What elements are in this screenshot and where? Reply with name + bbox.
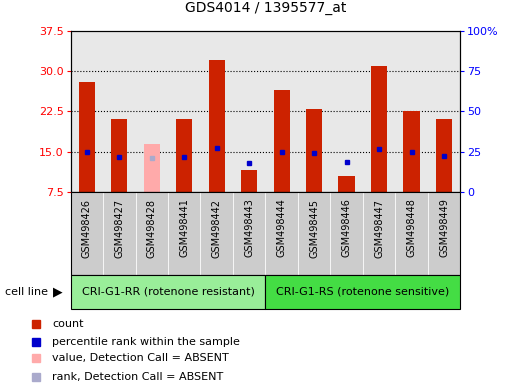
Bar	[168, 192, 200, 275]
Text: GSM498447: GSM498447	[374, 199, 384, 258]
Bar	[266, 192, 298, 275]
Text: percentile rank within the sample: percentile rank within the sample	[52, 337, 240, 347]
Text: GSM498428: GSM498428	[147, 199, 157, 258]
Bar	[233, 192, 266, 275]
Text: GSM498449: GSM498449	[439, 199, 449, 258]
Text: GDS4014 / 1395577_at: GDS4014 / 1395577_at	[185, 2, 346, 15]
Bar	[103, 192, 135, 275]
Bar	[331, 192, 363, 275]
Text: GSM498441: GSM498441	[179, 199, 189, 258]
Bar	[403, 111, 419, 192]
Text: cell line: cell line	[5, 287, 48, 297]
Text: GSM498446: GSM498446	[342, 199, 351, 258]
Text: rank, Detection Call = ABSENT: rank, Detection Call = ABSENT	[52, 372, 223, 382]
Text: count: count	[52, 319, 84, 329]
Text: GSM498442: GSM498442	[212, 199, 222, 258]
Text: GSM498444: GSM498444	[277, 199, 287, 258]
Bar	[241, 170, 257, 192]
Text: CRI-G1-RR (rotenone resistant): CRI-G1-RR (rotenone resistant)	[82, 287, 255, 297]
Bar	[71, 192, 103, 275]
Bar	[395, 192, 428, 275]
Bar	[306, 109, 322, 192]
Bar	[111, 119, 128, 192]
Text: value, Detection Call = ABSENT: value, Detection Call = ABSENT	[52, 353, 229, 364]
Bar	[266, 275, 460, 309]
Bar	[298, 192, 331, 275]
Text: GSM498445: GSM498445	[309, 199, 319, 258]
Text: GSM498427: GSM498427	[115, 199, 124, 258]
Bar	[71, 275, 266, 309]
Bar	[209, 60, 225, 192]
Text: CRI-G1-RS (rotenone sensitive): CRI-G1-RS (rotenone sensitive)	[276, 287, 449, 297]
Bar	[274, 90, 290, 192]
Text: GSM498443: GSM498443	[244, 199, 254, 258]
Bar	[176, 119, 192, 192]
Bar	[436, 119, 452, 192]
Bar	[371, 66, 387, 192]
Bar	[200, 192, 233, 275]
Bar	[363, 192, 395, 275]
Bar	[135, 192, 168, 275]
Bar	[144, 144, 160, 192]
Text: GSM498426: GSM498426	[82, 199, 92, 258]
Bar	[79, 82, 95, 192]
Text: ▶: ▶	[53, 285, 62, 298]
Bar	[428, 192, 460, 275]
Text: GSM498448: GSM498448	[406, 199, 416, 258]
Bar	[338, 176, 355, 192]
